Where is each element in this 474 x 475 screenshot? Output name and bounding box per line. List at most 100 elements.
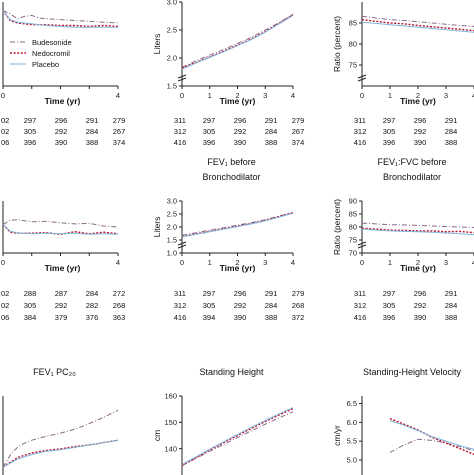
y-tick-label: 150	[164, 418, 177, 427]
axis-break-mark	[177, 77, 187, 82]
series-line-nedocromil	[2, 9, 119, 28]
x-tick-label: 1	[208, 258, 212, 267]
participant-count: 292	[55, 127, 68, 136]
participant-count: 288	[24, 289, 37, 298]
y-tick-label: 1.5	[167, 82, 177, 91]
participant-count: 291	[445, 289, 458, 298]
x-tick-label: 1	[388, 91, 392, 100]
participant-count: 284	[86, 127, 99, 136]
x-axis-title: Time (yr)	[400, 96, 436, 106]
participant-count: 291	[86, 116, 99, 125]
y-tick-label: 85	[349, 210, 357, 219]
series-line-nedocromil	[181, 212, 294, 238]
x-tick-label: 4	[116, 91, 120, 100]
series-line-budesonide	[181, 13, 294, 68]
participant-count: 388	[445, 313, 458, 322]
series-line-nedocromil	[361, 227, 474, 234]
participant-count: 06	[1, 138, 9, 147]
legend-label-placebo: Placebo	[32, 60, 59, 69]
participant-count: 305	[383, 301, 396, 310]
participant-count: 297	[203, 116, 216, 125]
participant-count: 372	[292, 313, 305, 322]
axis-break-mark	[357, 74, 367, 79]
x-axis-title: Time (yr)	[45, 263, 81, 273]
series-line-nedocromil	[2, 223, 119, 236]
participant-count: 390	[234, 138, 247, 147]
series-line-placebo	[2, 10, 118, 28]
participant-count: 388	[265, 313, 278, 322]
x-tick-label: 0	[360, 258, 364, 267]
participant-count: 279	[292, 116, 305, 125]
series-line-placebo	[361, 228, 474, 236]
y-tick-label: 5.0	[347, 456, 357, 465]
participant-count: 396	[383, 313, 396, 322]
y-tick-label: 6.0	[347, 418, 357, 427]
y-tick-label: 75	[349, 61, 357, 70]
axis-break-mark	[357, 241, 367, 246]
participant-count: 379	[55, 313, 68, 322]
participant-count: 305	[203, 301, 216, 310]
participant-count: 312	[174, 301, 187, 310]
participant-count: 287	[55, 289, 68, 298]
series-line-placebo	[181, 212, 294, 238]
y-tick-label: 70	[349, 249, 357, 258]
panel-title-r2c2: Bronchodilator	[202, 172, 260, 182]
participant-count: 311	[174, 116, 186, 125]
participant-count: 388	[445, 138, 458, 147]
participant-count: 305	[24, 301, 37, 310]
participant-count: 272	[113, 289, 126, 298]
series-line-placebo	[2, 224, 119, 235]
participant-count: 284	[265, 301, 278, 310]
axis-break-mark	[357, 244, 367, 249]
series-line-budesonide	[389, 438, 474, 453]
participant-count: 292	[55, 301, 68, 310]
participant-count: 296	[234, 116, 247, 125]
y-tick-label: 3.0	[167, 0, 177, 7]
x-axis-title: Time (yr)	[220, 96, 256, 106]
participant-count: 390	[414, 138, 427, 147]
participant-count: 390	[234, 313, 247, 322]
x-tick-label: 0	[1, 258, 5, 267]
panel-title-r2c3: FEV₁:FVC before	[377, 157, 446, 167]
series-line-nedocromil	[361, 18, 474, 32]
participant-count: 297	[383, 289, 396, 298]
axis-break-mark	[177, 244, 187, 249]
participant-count: 292	[234, 127, 247, 136]
participant-count: 292	[414, 127, 427, 136]
y-tick-label: 80	[349, 40, 357, 49]
participant-count: 292	[414, 301, 427, 310]
y-axis-title: Ratio (percent)	[332, 16, 342, 72]
participant-count: 416	[354, 138, 367, 147]
participant-count: 268	[292, 301, 305, 310]
participant-count: 390	[414, 313, 427, 322]
participant-count: 416	[174, 313, 187, 322]
y-tick-label: 3.0	[167, 197, 177, 206]
x-axis-title: Time (yr)	[220, 263, 256, 273]
series-line-nedocromil	[2, 439, 119, 468]
series-line-nedocromil	[389, 417, 474, 455]
x-tick-label: 0	[360, 91, 364, 100]
participant-count: 394	[203, 313, 216, 322]
x-tick-label: 4	[291, 258, 295, 267]
participant-count: 296	[234, 289, 247, 298]
series-line-budesonide	[2, 9, 119, 24]
x-tick-label: 2	[235, 91, 239, 100]
participant-count: 279	[113, 116, 126, 125]
panel-title-r3c2: Standing Height	[199, 367, 264, 377]
participant-count: 305	[383, 127, 396, 136]
series-line-budesonide	[2, 219, 119, 228]
participant-count: 296	[414, 116, 427, 125]
x-tick-label: 0	[180, 91, 184, 100]
panel-title-r2c3: Bronchodilator	[383, 172, 441, 182]
participant-count: 396	[383, 138, 396, 147]
series-line-budesonide	[181, 212, 294, 236]
participant-count: 388	[86, 138, 99, 147]
participant-count: 312	[354, 301, 367, 310]
participant-count: 311	[354, 289, 366, 298]
axis-break-mark	[177, 74, 187, 79]
participant-count: 284	[265, 127, 278, 136]
participant-count: 02	[1, 116, 9, 125]
participant-count: 363	[113, 313, 126, 322]
participant-count: 388	[265, 138, 278, 147]
x-tick-label: 3	[263, 91, 267, 100]
